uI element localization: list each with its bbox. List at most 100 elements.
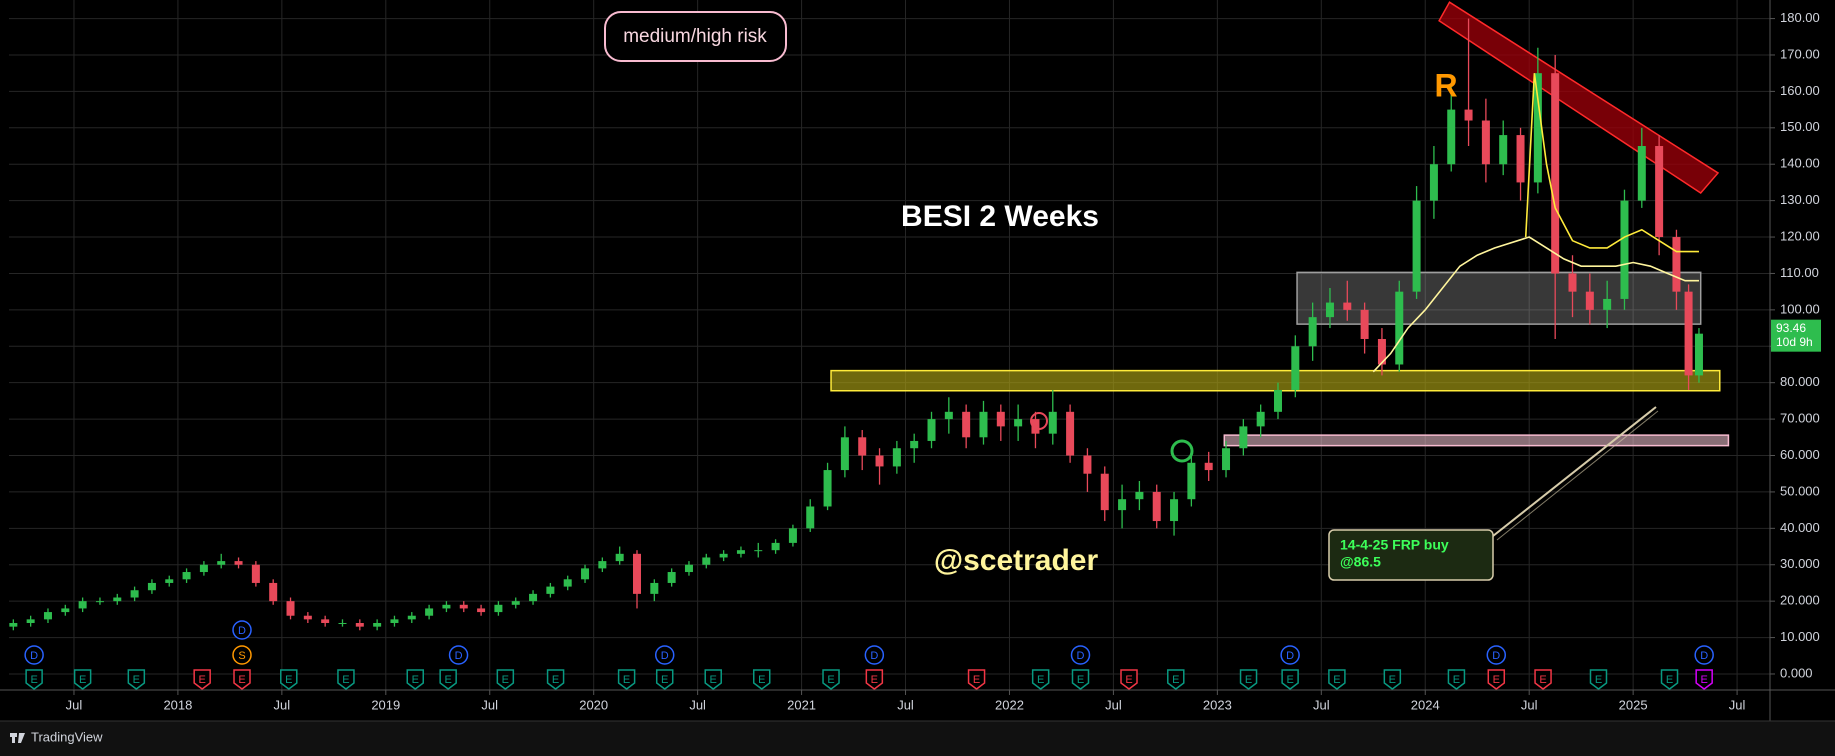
x-tick-label: 2020: [579, 697, 608, 712]
candle-body: [1014, 419, 1023, 427]
candle-body: [1620, 200, 1629, 299]
y-tick-label: 170.00: [1780, 46, 1820, 61]
y-tick-label: 30.000: [1780, 556, 1820, 571]
event-badge: [752, 669, 771, 690]
candle-body: [147, 582, 156, 591]
event-badge: [496, 669, 515, 690]
candle-body: [1568, 273, 1577, 292]
candle-body: [1672, 237, 1681, 292]
y-tick-label: 100.00: [1780, 301, 1820, 316]
event-badge: [127, 669, 146, 690]
event-label: D: [1286, 650, 1294, 662]
event-label: E: [1245, 674, 1252, 686]
candle-body: [563, 579, 572, 587]
event-badge: [233, 669, 251, 690]
event-label: E: [30, 674, 37, 686]
candle-body: [1066, 411, 1075, 456]
y-tick-label: 160.00: [1780, 83, 1820, 98]
countdown: 10d 9h: [1776, 335, 1813, 349]
candle-body: [858, 437, 867, 456]
event-badge: [24, 645, 44, 665]
y-tick-label: 0.000: [1780, 665, 1813, 680]
event-badge: [406, 669, 425, 690]
x-tick-label: Jul: [1521, 697, 1538, 712]
event-badge: [280, 669, 298, 690]
candle-body: [788, 528, 797, 543]
event-badge: [1486, 645, 1507, 665]
callout-line: [1496, 410, 1659, 541]
candle-body: [615, 553, 624, 562]
event-badge: [25, 669, 43, 690]
event-label: D: [870, 650, 878, 662]
event-badge: [193, 669, 211, 690]
candle-body: [130, 590, 139, 598]
candle-body: [61, 608, 70, 613]
candle-body: [1684, 291, 1693, 376]
candle-body: [910, 440, 919, 449]
event-badge: [448, 645, 469, 665]
candle-body: [1464, 109, 1473, 121]
event-label: E: [1453, 674, 1460, 686]
candle-body: [442, 604, 451, 609]
candle-body: [199, 564, 208, 573]
candle-body: [78, 601, 87, 609]
candle-body: [373, 623, 382, 627]
zone: [1296, 271, 1702, 325]
candle-body: [979, 411, 988, 438]
candle-body: [321, 619, 330, 624]
event-badge: [1589, 669, 1608, 690]
y-tick-label: 180.00: [1780, 10, 1820, 25]
event-label: E: [342, 674, 349, 686]
candle-body: [217, 561, 226, 565]
event-label: E: [1666, 674, 1673, 686]
y-tick-label: 150.00: [1780, 119, 1820, 134]
event-label: E: [1389, 674, 1396, 686]
event-label: D: [1700, 650, 1708, 662]
brand-logo: [12, 733, 15, 743]
y-tick-label: 110.00: [1780, 265, 1819, 280]
event-badge: [1071, 669, 1090, 690]
candle-body: [927, 419, 936, 441]
event-label: E: [871, 674, 878, 686]
x-tick-label: Jul: [66, 697, 83, 712]
candle-body: [95, 601, 104, 603]
y-tick-label: 140.00: [1780, 156, 1820, 171]
candle-body: [1135, 491, 1144, 500]
event-badge: [1239, 669, 1258, 690]
event-badge: [1070, 645, 1091, 665]
event-badge: [1447, 669, 1466, 690]
candle-body: [1481, 120, 1490, 165]
event-badge: [546, 669, 565, 690]
candle-body: [1325, 302, 1334, 318]
last-price-value: 93.46: [1776, 321, 1806, 335]
footer-bar: [0, 721, 1835, 756]
candle-body: [1170, 499, 1179, 522]
candle-body: [1273, 389, 1282, 412]
grid: [9, 0, 1770, 690]
candle-body: [892, 448, 901, 467]
event-badge: [654, 645, 675, 665]
last-price-box: [1771, 319, 1821, 352]
candle-body: [459, 604, 468, 609]
event-label: E: [412, 674, 419, 686]
candle-body: [338, 623, 347, 625]
candle-body: [1395, 291, 1404, 365]
candle-body: [182, 572, 191, 580]
candles: [9, 18, 1703, 631]
event-label: E: [198, 674, 205, 686]
event-badge: [1695, 669, 1713, 690]
zone: [1438, 1, 1720, 194]
event-label: E: [1286, 674, 1293, 686]
x-tick-label: 2023: [1203, 697, 1232, 712]
event-badge: [822, 669, 840, 690]
event-label: D: [238, 625, 246, 637]
x-tick-label: Jul: [897, 697, 914, 712]
event-label: D: [1492, 650, 1500, 662]
x-tick-label: Jul: [481, 697, 498, 712]
event-badge: [439, 669, 457, 690]
event-badge: [1487, 669, 1506, 690]
event-badge: [1660, 669, 1679, 690]
moving-averages: [1372, 73, 1699, 373]
candle-body: [875, 455, 884, 467]
event-badge: [864, 645, 885, 665]
